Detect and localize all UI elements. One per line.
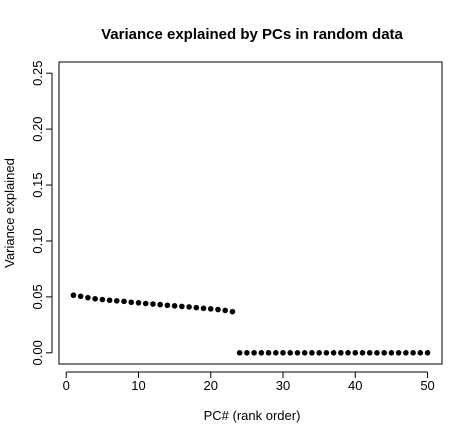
data-point — [164, 302, 171, 309]
data-point — [99, 296, 106, 303]
data-point — [301, 350, 308, 356]
data-point — [171, 303, 178, 309]
data-point — [121, 298, 127, 305]
data-point — [272, 350, 279, 356]
data-point — [403, 350, 409, 356]
x-tick-label: 40 — [348, 378, 362, 393]
y-axis: 0.00 0.05 0.10 0.15 0.20 0.25 — [30, 61, 53, 365]
data-point — [244, 350, 250, 356]
x-tick-label: 0 — [63, 378, 70, 393]
data-point — [338, 350, 344, 356]
x-axis: 0 10 20 30 40 50 — [63, 371, 435, 393]
data-point — [280, 350, 286, 356]
data-point — [114, 298, 120, 304]
x-tick-label: 10 — [131, 378, 145, 393]
data-point — [381, 350, 387, 356]
data-point — [229, 308, 236, 315]
data-point — [294, 350, 301, 356]
data-point — [150, 301, 156, 307]
x-tick-label: 50 — [420, 378, 434, 393]
chart-title: Variance explained by PCs in random data — [101, 26, 403, 43]
data-point — [193, 304, 200, 311]
data-point — [215, 306, 221, 313]
data-point — [236, 350, 243, 356]
y-axis-label: Variance explained — [2, 158, 17, 268]
data-point — [395, 350, 402, 356]
data-point — [128, 299, 135, 306]
data-point — [424, 350, 431, 356]
y-tick-label: 0.20 — [30, 116, 45, 141]
data-point — [77, 293, 84, 300]
data-point — [345, 350, 351, 356]
data-point — [417, 350, 424, 356]
data-point — [388, 350, 395, 356]
data-point — [70, 292, 77, 299]
data-point — [135, 300, 142, 306]
data-point — [316, 350, 322, 356]
data-point — [309, 350, 315, 356]
x-tick-label: 20 — [204, 378, 218, 393]
data-point — [265, 350, 272, 356]
data-point — [186, 304, 192, 310]
data-point — [200, 305, 207, 312]
data-point — [222, 307, 229, 314]
y-tick-label: 0.10 — [30, 228, 45, 253]
y-tick-label: 0.15 — [30, 172, 45, 197]
data-point — [157, 301, 163, 308]
data-point — [251, 350, 257, 356]
data-point — [374, 350, 380, 356]
data-point — [92, 295, 98, 302]
data-point — [207, 306, 214, 312]
data-points — [70, 292, 431, 356]
data-point — [366, 350, 373, 356]
y-tick-label: 0.25 — [30, 61, 45, 86]
x-axis-label: PC# (rank order) — [204, 408, 301, 423]
data-point — [410, 350, 416, 356]
data-point — [85, 294, 91, 301]
data-point — [142, 300, 149, 307]
plot-frame — [58, 61, 443, 365]
y-tick-label: 0.05 — [30, 284, 45, 309]
data-point — [352, 350, 359, 356]
x-tick-label: 30 — [276, 378, 290, 393]
data-point — [287, 350, 294, 356]
data-point — [179, 303, 185, 310]
data-point — [106, 297, 113, 304]
data-point — [323, 350, 330, 356]
data-point — [258, 350, 265, 356]
y-tick-label: 0.00 — [30, 340, 45, 365]
data-point — [359, 350, 366, 356]
data-point — [330, 350, 337, 356]
